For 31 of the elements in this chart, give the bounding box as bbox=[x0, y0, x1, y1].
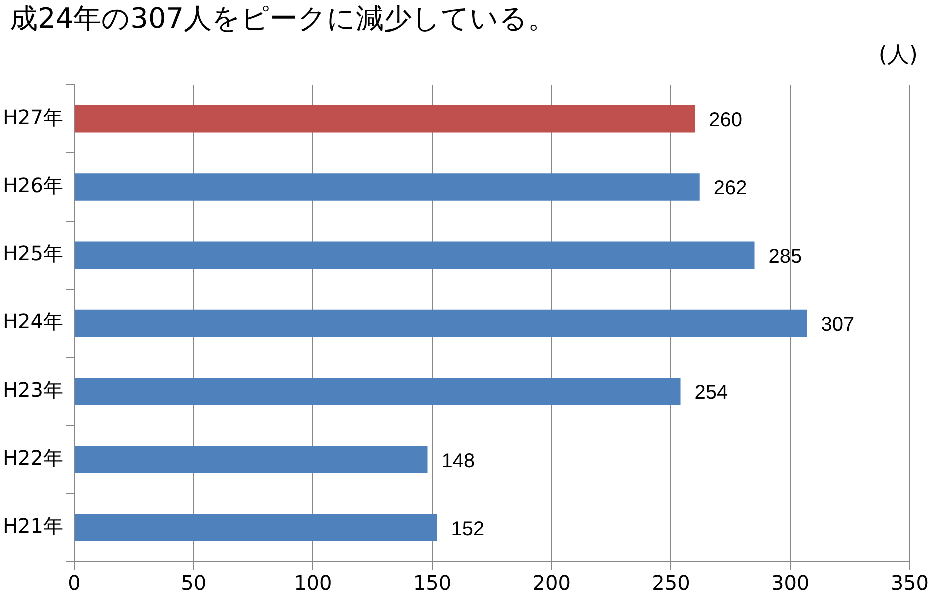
x-tick-label: 300 bbox=[771, 571, 810, 596]
bar bbox=[74, 514, 438, 542]
y-tick-label: H21年 bbox=[2, 514, 64, 538]
y-tick-label: H26年 bbox=[2, 173, 64, 198]
x-tick-label: 350 bbox=[890, 571, 930, 596]
data-label: 148 bbox=[442, 450, 476, 472]
y-tick-label: H22年 bbox=[2, 446, 64, 470]
data-label: 307 bbox=[821, 314, 855, 336]
x-tick-label: 0 bbox=[68, 571, 81, 596]
data-label: 260 bbox=[709, 110, 742, 132]
data-label: 152 bbox=[451, 518, 485, 540]
bar bbox=[74, 242, 755, 269]
x-tick-label: 150 bbox=[413, 571, 452, 596]
y-tick-label: H27年 bbox=[2, 105, 64, 130]
x-axis-title: (人) bbox=[878, 42, 918, 70]
bar bbox=[74, 446, 428, 474]
x-tick-label: 250 bbox=[652, 571, 690, 596]
x-tick-label: 100 bbox=[294, 571, 332, 596]
bar bbox=[74, 310, 808, 338]
y-tick-label: H23年 bbox=[2, 378, 64, 402]
y-tick-label: H25年 bbox=[2, 242, 64, 266]
bar bbox=[74, 174, 700, 201]
data-label: 254 bbox=[694, 382, 728, 404]
data-label: 262 bbox=[714, 178, 748, 200]
chart-subtitle: 成24年の307人をピークに減少している。 bbox=[10, 1, 556, 37]
bar bbox=[74, 105, 696, 133]
y-tick-label: H24年 bbox=[2, 310, 64, 334]
x-tick-label: 200 bbox=[532, 571, 571, 596]
bar bbox=[74, 378, 681, 406]
x-tick-label: 50 bbox=[181, 571, 207, 596]
data-label: 285 bbox=[768, 246, 802, 268]
